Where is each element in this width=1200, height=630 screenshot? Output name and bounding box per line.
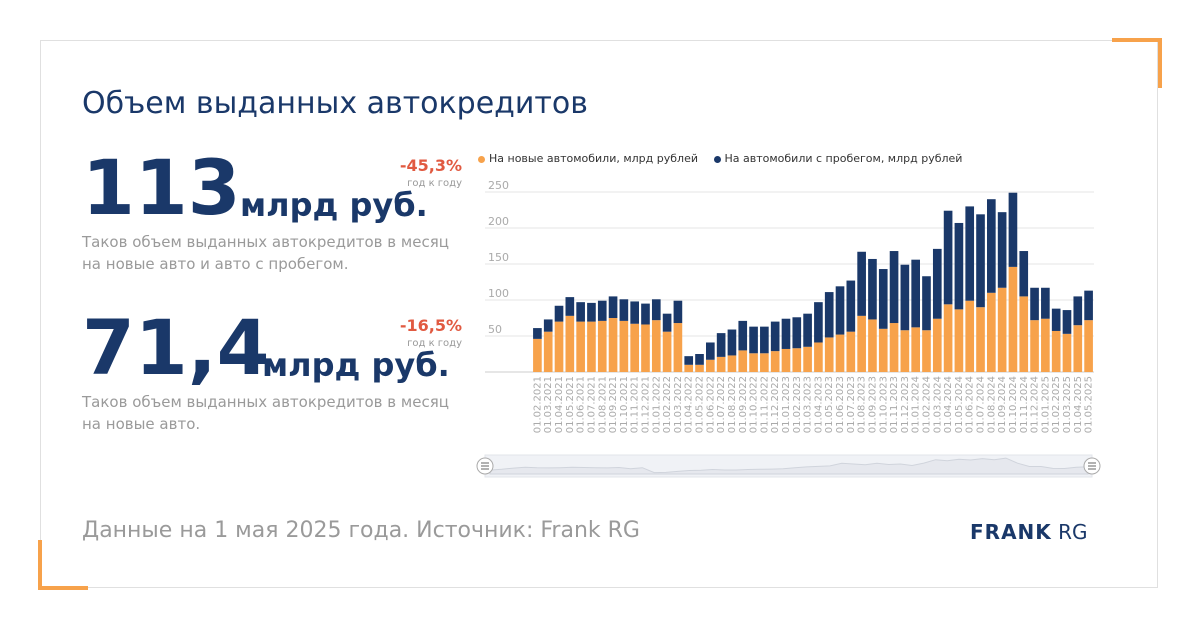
stat2-unit: млрд руб. (262, 346, 450, 384)
page-title: Объем выданных автокредитов (82, 86, 588, 121)
stat2-change: -16,5% (399, 316, 462, 335)
chart-legend: На новые автомобили, млрд рублей На авто… (478, 152, 974, 165)
stat1-unit: млрд руб. (240, 186, 428, 224)
logo-bold: FRANK (970, 520, 1052, 544)
stat1-change: -45,3% (399, 156, 462, 175)
legend-label-new: На новые автомобили, млрд рублей (489, 152, 698, 165)
stat2-value: 71,4 (82, 303, 270, 392)
corner-bottom-left-h (38, 586, 88, 590)
stat2-description: Таков объем выданных автокредитов в меся… (82, 393, 449, 433)
logo: FRANK RG (970, 520, 1088, 544)
logo-light: RG (1058, 520, 1088, 544)
corner-top-right-v (1158, 38, 1162, 88)
stat1-description: Таков объем выданных автокредитов в меся… (82, 233, 449, 273)
footer-source: Данные на 1 мая 2025 года. Источник: Fra… (82, 518, 640, 543)
legend-item-new[interactable]: На новые автомобили, млрд рублей (478, 152, 698, 165)
legend-item-used[interactable]: На автомобили с пробегом, млрд рублей (713, 152, 963, 165)
legend-label-used: На автомобили с пробегом, млрд рублей (724, 152, 963, 165)
stat2-change-note: год к году (407, 338, 462, 349)
legend-dot-new (478, 155, 485, 163)
corner-top-right-h (1112, 38, 1162, 42)
legend-dot-used (713, 155, 721, 163)
stat1-value: 113 (82, 143, 241, 232)
corner-bottom-left-v (38, 540, 42, 590)
stat1-change-note: год к году (407, 178, 462, 189)
